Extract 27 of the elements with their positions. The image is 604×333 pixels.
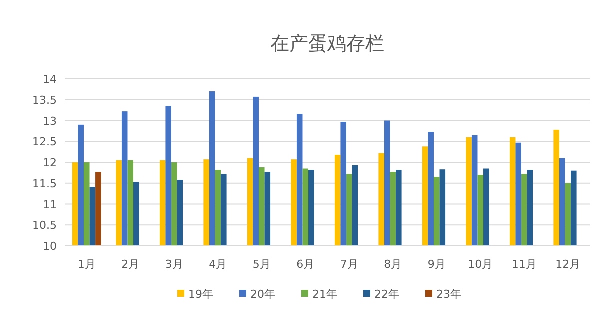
x-tick-label: 1月 xyxy=(78,258,96,271)
x-tick-label: 2月 xyxy=(122,258,140,271)
legend-label: 20年 xyxy=(250,288,276,301)
y-tick-label: 13 xyxy=(43,114,57,128)
x-tick-label: 11月 xyxy=(512,258,537,271)
x-tick-label: 3月 xyxy=(165,258,184,271)
x-tick-label: 5月 xyxy=(252,258,271,271)
y-tick-label: 11.5 xyxy=(32,177,57,190)
x-tick-label: 9月 xyxy=(428,258,446,271)
y-tick-label: 14 xyxy=(43,73,57,86)
legend-label: 23年 xyxy=(436,288,462,301)
x-tick-label: 12月 xyxy=(556,258,581,271)
x-tick-label: 4月 xyxy=(209,258,228,271)
x-tick-label: 6月 xyxy=(296,258,315,271)
x-tick-label: 8月 xyxy=(384,258,402,271)
legend-label: 21年 xyxy=(312,288,338,301)
y-tick-label: 13.5 xyxy=(32,94,57,107)
y-tick-label: 12 xyxy=(43,156,57,170)
y-tick-label: 11 xyxy=(43,198,57,212)
chart-title: 在产蛋鸡存栏 xyxy=(270,33,384,55)
y-tick-label: 10 xyxy=(43,240,57,253)
legend-label: 22年 xyxy=(374,288,400,301)
y-tick-label: 12.5 xyxy=(32,136,57,149)
x-tick-label: 7月 xyxy=(340,258,358,271)
x-tick-label: 10月 xyxy=(468,258,494,271)
legend-label: 19年 xyxy=(188,288,214,301)
y-tick-label: 10.5 xyxy=(32,219,57,232)
